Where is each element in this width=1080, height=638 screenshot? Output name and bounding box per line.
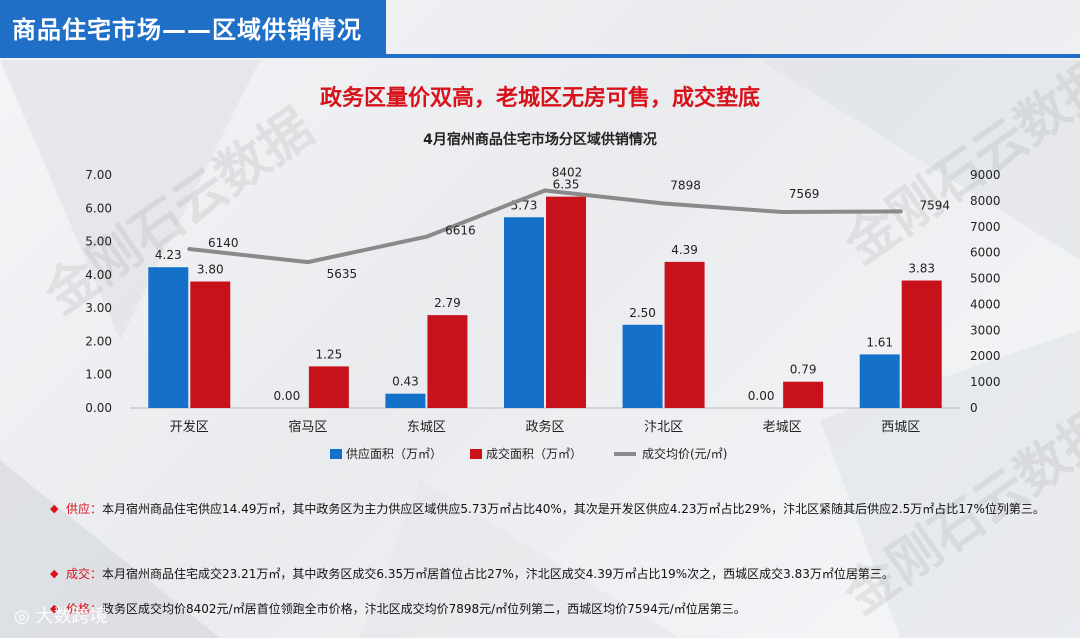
bar-sales: [901, 280, 942, 408]
y-left-tick-label: 5.00: [85, 235, 112, 249]
note-key: 供应：: [66, 502, 103, 516]
y-right-tick-label: 5000: [970, 272, 1001, 286]
y-left-tick-label: 3.00: [85, 301, 112, 315]
x-tick-label: 开发区: [170, 419, 209, 435]
brand-logo-icon: ◎: [14, 606, 30, 627]
legend-entry: 成交均价(元/㎡): [642, 446, 727, 461]
y-right-tick-label: 3000: [970, 323, 1001, 337]
note-key: 成交：: [66, 567, 103, 581]
bar-supply: [504, 217, 544, 408]
note-text: 本月宿州商品住宅成交23.21万㎡，其中政务区成交6.35万㎡居首位占比27%，…: [102, 567, 894, 581]
price-data-label: 7898: [670, 179, 701, 193]
bar-data-label: 4.39: [671, 243, 698, 257]
y-left-tick-label: 0.00: [85, 401, 112, 415]
bar-data-label: 0.00: [273, 389, 300, 403]
y-right-tick-label: 2000: [970, 349, 1001, 363]
headline: 政务区量价双高，老城区无房可售，成交垫底: [319, 86, 760, 111]
price-line: [189, 188, 901, 265]
bar-sales: [190, 281, 231, 408]
price-data-label: 8402: [552, 165, 583, 179]
price-data-label: 7569: [789, 187, 820, 201]
bar-supply: [385, 393, 426, 408]
y-right-tick-label: 1000: [970, 375, 1001, 389]
note-supply: ◆ 供应：本月宿州商品住宅供应14.49万㎡，其中政务区为主力供应区域供应5.7…: [50, 498, 1050, 520]
note-text: 政务区成交均价8402元/㎡居首位领跑全市价格，汴北区成交均价7898元/㎡位列…: [102, 602, 746, 616]
price-point: [187, 247, 192, 252]
y-left-tick-label: 6.00: [85, 201, 112, 215]
bar-supply: [859, 354, 900, 408]
bar-data-label: 1.25: [315, 347, 342, 361]
header-bar: 商品住宅市场——区域供销情况: [0, 0, 386, 54]
x-tick-label: 东城区: [407, 420, 446, 435]
price-point: [661, 201, 666, 206]
note-text: 本月宿州商品住宅供应14.49万㎡，其中政务区为主力供应区域供应5.73万㎡占比…: [102, 502, 1045, 516]
y-right-tick-label: 9000: [970, 168, 1001, 182]
price-data-label: 6140: [208, 236, 239, 250]
price-point: [305, 260, 310, 265]
footer-brand-text: 大数跨境: [35, 606, 108, 627]
x-tick-label: 政务区: [525, 419, 564, 435]
bar-data-label: 0.00: [748, 389, 775, 403]
bar-sales: [664, 261, 705, 408]
price-point: [898, 209, 903, 214]
note-price: ◆ 价格：政务区成交均价8402元/㎡居首位领跑全市价格，汴北区成交均价7898…: [50, 598, 1050, 620]
price-data-label: 7594: [919, 198, 950, 212]
legend-entry: 供应面积（万㎡）: [346, 446, 442, 461]
bar-supply: [148, 267, 189, 408]
y-right-tick-label: 4000: [970, 297, 1001, 311]
bar-data-label: 0.79: [790, 363, 817, 377]
y-left-tick-label: 2.00: [85, 334, 112, 348]
legend-swatch: [470, 449, 482, 459]
bar-sales: [427, 315, 468, 408]
bar-data-label: 2.50: [629, 306, 656, 320]
bar-sales: [546, 196, 586, 408]
page-title: 商品住宅市场——区域供销情况: [12, 15, 362, 44]
price-point: [424, 234, 429, 239]
bar-sales: [783, 381, 824, 408]
diamond-icon: ◆: [50, 567, 59, 580]
header-divider: [0, 54, 1080, 58]
bar-data-label: 0.43: [392, 375, 419, 389]
y-right-tick-label: 7000: [970, 220, 1001, 234]
note-key: 价格：: [66, 602, 103, 616]
price-data-label: 6616: [445, 224, 476, 238]
diamond-icon: ◆: [50, 502, 59, 515]
legend-entry: 成交面积（万㎡）: [486, 446, 582, 461]
y-right-tick-label: 0: [970, 401, 978, 415]
price-point: [543, 188, 547, 193]
legend-swatch: [330, 449, 342, 459]
x-tick-label: 老城区: [763, 420, 802, 435]
price-data-label: 5635: [327, 267, 358, 281]
bar-data-label: 1.61: [866, 335, 893, 349]
bar-data-label: 2.79: [434, 296, 461, 310]
bar-supply: [622, 324, 663, 408]
bar-data-label: 3.83: [908, 262, 935, 276]
x-tick-label: 汴北区: [644, 420, 683, 435]
bar-data-label: 3.80: [197, 263, 224, 277]
bar-data-label: 4.23: [155, 248, 182, 262]
y-right-tick-label: 8000: [970, 194, 1001, 208]
regional-supply-sales-chart: 4月宿州商品住宅市场分区域供销情况 0.00 1.00 2.00 3.00 4.00 5.0…: [85, 131, 1001, 461]
diamond-icon: ◆: [50, 602, 59, 615]
price-point: [780, 210, 785, 215]
bar-data-label: 6.35: [553, 178, 580, 192]
note-sales: ◆ 成交：本月宿州商品住宅成交23.21万㎡，其中政务区成交6.35万㎡居首位占…: [50, 563, 1050, 585]
x-tick-label: 宿马区: [288, 419, 327, 435]
y-left-tick-label: 1.00: [85, 368, 112, 382]
y-left-tick-label: 4.00: [85, 268, 112, 282]
x-tick-label: 西城区: [881, 420, 920, 435]
y-left-tick-label: 7.00: [85, 168, 112, 182]
y-right-tick-label: 6000: [970, 246, 1001, 260]
footer-brand: ◎ 大数跨境: [14, 602, 107, 628]
bar-sales: [308, 366, 349, 408]
chart-title: 4月宿州商品住宅市场分区域供销情况: [423, 131, 657, 148]
